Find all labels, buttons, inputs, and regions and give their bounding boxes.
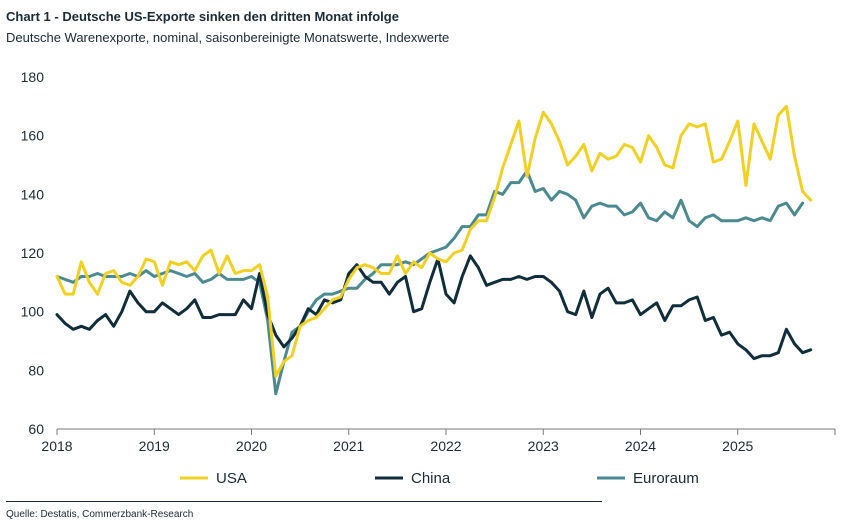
- y-tick-label: 160: [21, 128, 45, 144]
- series-line-usa: [55, 104, 813, 378]
- y-tick-label: 100: [21, 304, 45, 320]
- y-tick-label: 80: [28, 362, 44, 378]
- source-note: Quelle: Destatis, Commerzbank-Research: [6, 509, 194, 520]
- y-tick-label: 180: [21, 69, 45, 85]
- chart-legend: USA China Euroraum: [180, 470, 699, 487]
- x-tick-label: 2024: [625, 438, 656, 454]
- chart-title: Chart 1 - Deutsche US-Exporte sinken den…: [6, 9, 399, 24]
- y-tick-label: 60: [28, 421, 44, 437]
- x-tick-label: 2019: [139, 438, 170, 454]
- line-chart: 60 80 100 120 140 160 180 2018 2019 2020 2021 2022 2…: [21, 69, 836, 487]
- chart-subtitle: Deutsche Warenexporte, nominal, saisonbe…: [6, 30, 450, 45]
- legend-label-euroraum: Euroraum: [633, 470, 699, 487]
- legend-label-china: China: [411, 470, 451, 487]
- y-tick-label: 140: [21, 186, 45, 202]
- chart-series: [55, 104, 813, 396]
- series-line-china: [55, 254, 813, 361]
- x-tick-label: 2022: [430, 438, 461, 454]
- x-tick-label: 2021: [333, 438, 364, 454]
- x-tick-label: 2020: [236, 438, 267, 454]
- x-tick-label: 2018: [41, 438, 72, 454]
- x-tick-label: 2025: [722, 438, 753, 454]
- chart-axes: 60 80 100 120 140 160 180 2018 2019 2020 2021 2022 2…: [21, 69, 836, 454]
- source-divider: [6, 501, 602, 502]
- x-tick-label: 2023: [528, 438, 559, 454]
- y-tick-label: 120: [21, 245, 45, 261]
- legend-label-usa: USA: [216, 470, 247, 487]
